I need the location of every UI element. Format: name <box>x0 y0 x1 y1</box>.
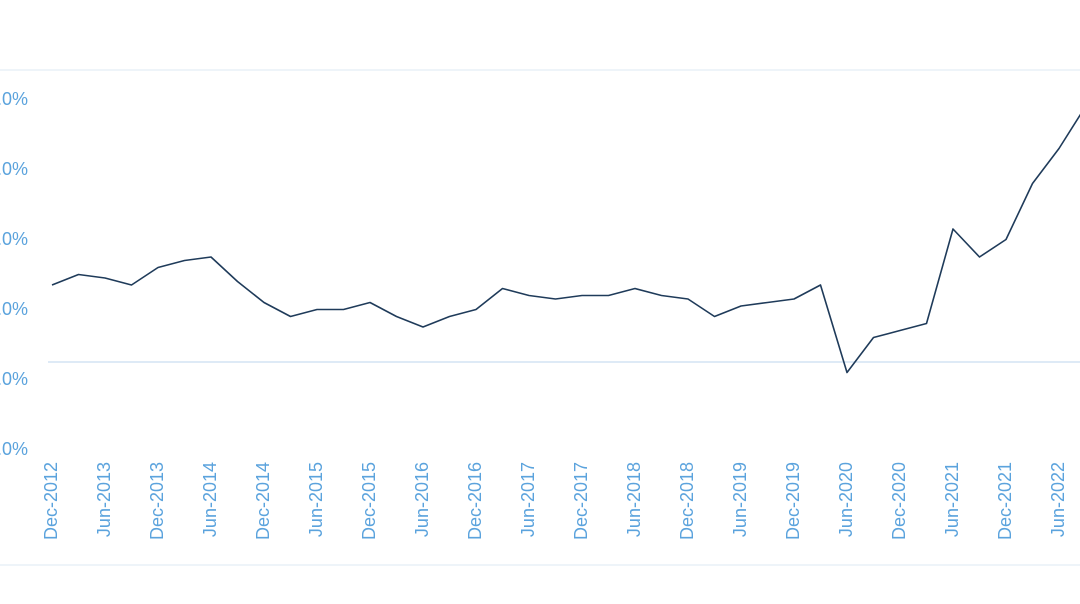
y-tick-label: 4.0% <box>0 229 28 249</box>
x-tick-label: Dec-2017 <box>571 462 591 540</box>
x-tick-label: Dec-2012 <box>41 462 61 540</box>
y-tick-label: 6.0% <box>0 159 28 179</box>
y-tick-label: 8.0% <box>0 89 28 109</box>
x-tick-label: Jun-2015 <box>306 462 326 537</box>
x-tick-label: Dec-2019 <box>783 462 803 540</box>
x-tick-label: Jun-2019 <box>730 462 750 537</box>
y-tick-label: -2.0% <box>0 439 28 459</box>
x-tick-label: Jun-2016 <box>412 462 432 537</box>
x-tick-label: Jun-2021 <box>942 462 962 537</box>
data-line <box>51 113 1080 374</box>
x-tick-label: Jun-2020 <box>836 462 856 537</box>
x-tick-label: Dec-2014 <box>253 462 273 540</box>
x-tick-label: Dec-2015 <box>359 462 379 540</box>
x-tick-label: Dec-2018 <box>677 462 697 540</box>
x-tick-label: Dec-2020 <box>889 462 909 540</box>
x-tick-label: Jun-2022 <box>1048 462 1068 537</box>
x-tick-label: Dec-2016 <box>465 462 485 540</box>
x-tick-label: Jun-2017 <box>518 462 538 537</box>
y-tick-label: 2.0% <box>0 299 28 319</box>
x-tick-label: Jun-2013 <box>94 462 114 537</box>
x-tick-label: Dec-2021 <box>995 462 1015 540</box>
x-tick-label: Jun-2018 <box>624 462 644 537</box>
y-tick-label: 0.0% <box>0 369 28 389</box>
x-tick-label: Dec-2013 <box>147 462 167 540</box>
x-tick-label: Jun-2014 <box>200 462 220 537</box>
